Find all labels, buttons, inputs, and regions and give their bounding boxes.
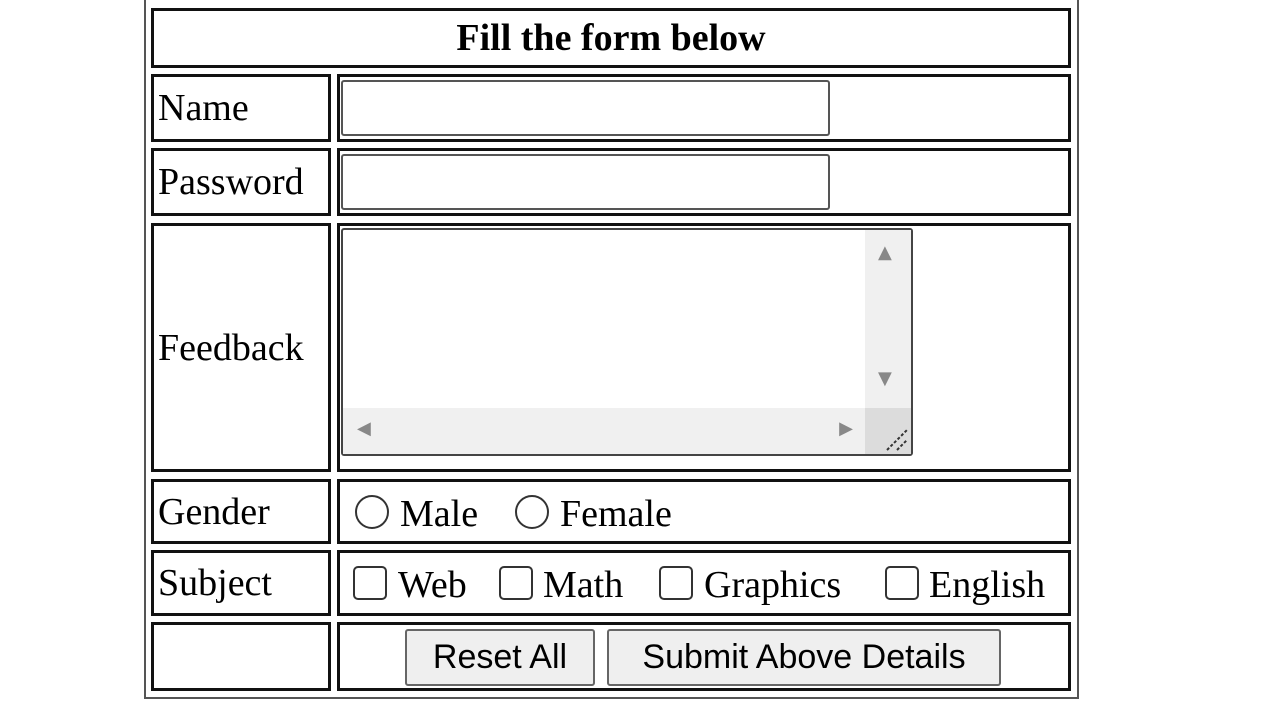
feedback-label: Feedback: [151, 223, 331, 472]
scroll-down-icon[interactable]: ▼: [878, 368, 892, 389]
scroll-up-icon[interactable]: ▲: [878, 242, 892, 263]
buttons-cell: [337, 622, 1071, 691]
horizontal-scrollbar[interactable]: ◀ ▶: [343, 408, 865, 454]
radio-female-label: Female: [560, 493, 672, 535]
vertical-scrollbar[interactable]: ▲ ▼: [865, 230, 911, 408]
checkbox-web[interactable]: [353, 566, 387, 600]
password-label: Password: [151, 148, 331, 216]
gender-label: Gender: [151, 479, 331, 544]
checkbox-web-label: Web: [398, 564, 467, 606]
name-cell: [337, 74, 1071, 142]
checkbox-english-label: English: [929, 564, 1046, 606]
subject-cell: [337, 550, 1071, 616]
feedback-cell: [337, 223, 1071, 472]
feedback-textarea[interactable]: ▲ ▼ ◀ ▶: [341, 228, 913, 456]
gender-cell: [337, 479, 1071, 544]
resize-handle-icon[interactable]: [865, 408, 911, 454]
subject-label: Subject: [151, 550, 331, 616]
submit-button[interactable]: Submit Above Details: [607, 629, 1001, 686]
password-cell: [337, 148, 1071, 216]
radio-female[interactable]: [515, 495, 549, 529]
form-title: Fill the form below: [151, 8, 1071, 68]
empty-cell: [151, 622, 331, 691]
scroll-left-icon[interactable]: ◀: [357, 418, 371, 439]
password-input[interactable]: [341, 154, 830, 210]
scroll-right-icon[interactable]: ▶: [839, 418, 853, 439]
radio-male[interactable]: [355, 495, 389, 529]
reset-button[interactable]: Reset All: [405, 629, 595, 686]
name-input[interactable]: [341, 80, 830, 136]
checkbox-graphics-label: Graphics: [704, 564, 842, 606]
checkbox-english[interactable]: [885, 566, 919, 600]
name-label: Name: [151, 74, 331, 142]
checkbox-math-label: Math: [543, 564, 624, 606]
form-table: [144, 0, 1079, 699]
checkbox-graphics[interactable]: [659, 566, 693, 600]
radio-male-label: Male: [400, 493, 479, 535]
checkbox-math[interactable]: [499, 566, 533, 600]
